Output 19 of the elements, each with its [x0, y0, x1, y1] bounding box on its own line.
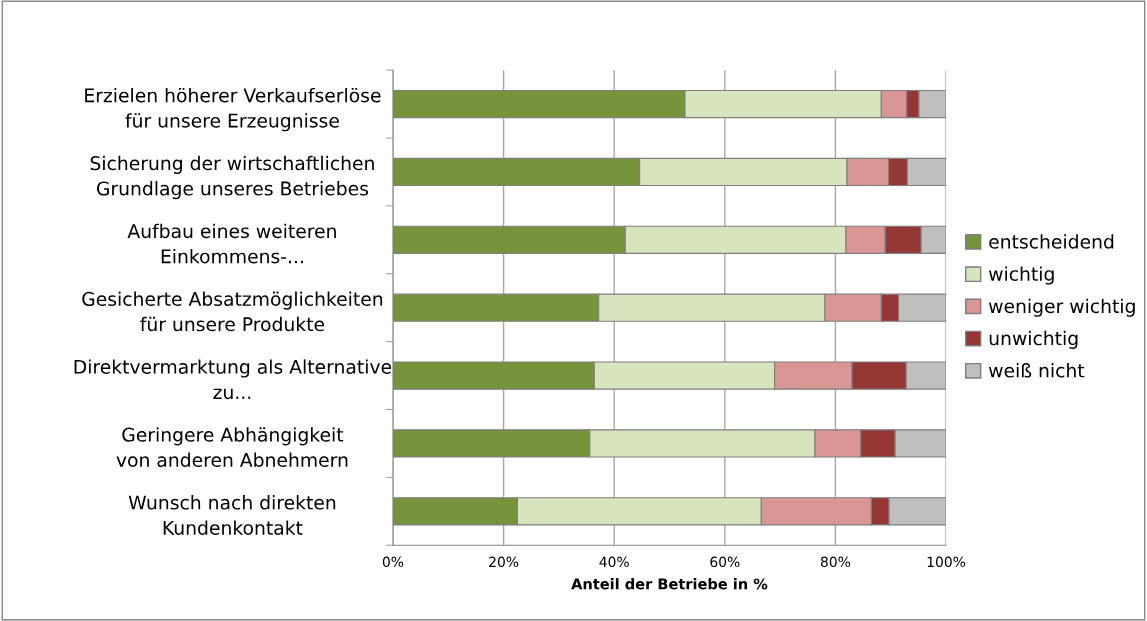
- legend-label: weniger wichtig: [988, 298, 1135, 317]
- x-tick-label: 100%: [927, 556, 966, 568]
- x-tick-label: 0%: [382, 556, 404, 568]
- x-tick-label: 60%: [710, 556, 740, 568]
- legend-label: entscheidend: [989, 234, 1114, 249]
- x-tick-label: 40%: [599, 556, 629, 568]
- y-tick-label: Direktvermarktung als Alternative zu...: [74, 359, 392, 400]
- legend-label: weiß nicht: [988, 363, 1085, 378]
- y-tick-label: Gesicherte Absatzmöglichkeiten für unsere Produkte: [82, 291, 383, 332]
- y-tick-label: Wunsch nach direkten Kundenkontakt: [128, 495, 336, 535]
- y-tick-label: Erzielen höherer Verkaufserlöse für unsere Erzeugnisse: [85, 87, 381, 132]
- y-tick-label: Sicherung der wirtschaftlichen Grundlage unseres Betriebes: [90, 155, 374, 200]
- x-tick-label: 80%: [820, 556, 851, 568]
- legend-label: wichtig: [988, 266, 1054, 285]
- y-tick-label: Geringere Abhängigkeit von anderen Abnehmern: [116, 427, 348, 468]
- y-tick-label: Aufbau eines weiteren Einkommens-...: [127, 223, 336, 264]
- x-tick-label: 20%: [489, 556, 519, 568]
- legend-label: unwichtig: [989, 330, 1078, 349]
- x-axis-title: Anteil der Betriebe in %: [571, 578, 768, 590]
